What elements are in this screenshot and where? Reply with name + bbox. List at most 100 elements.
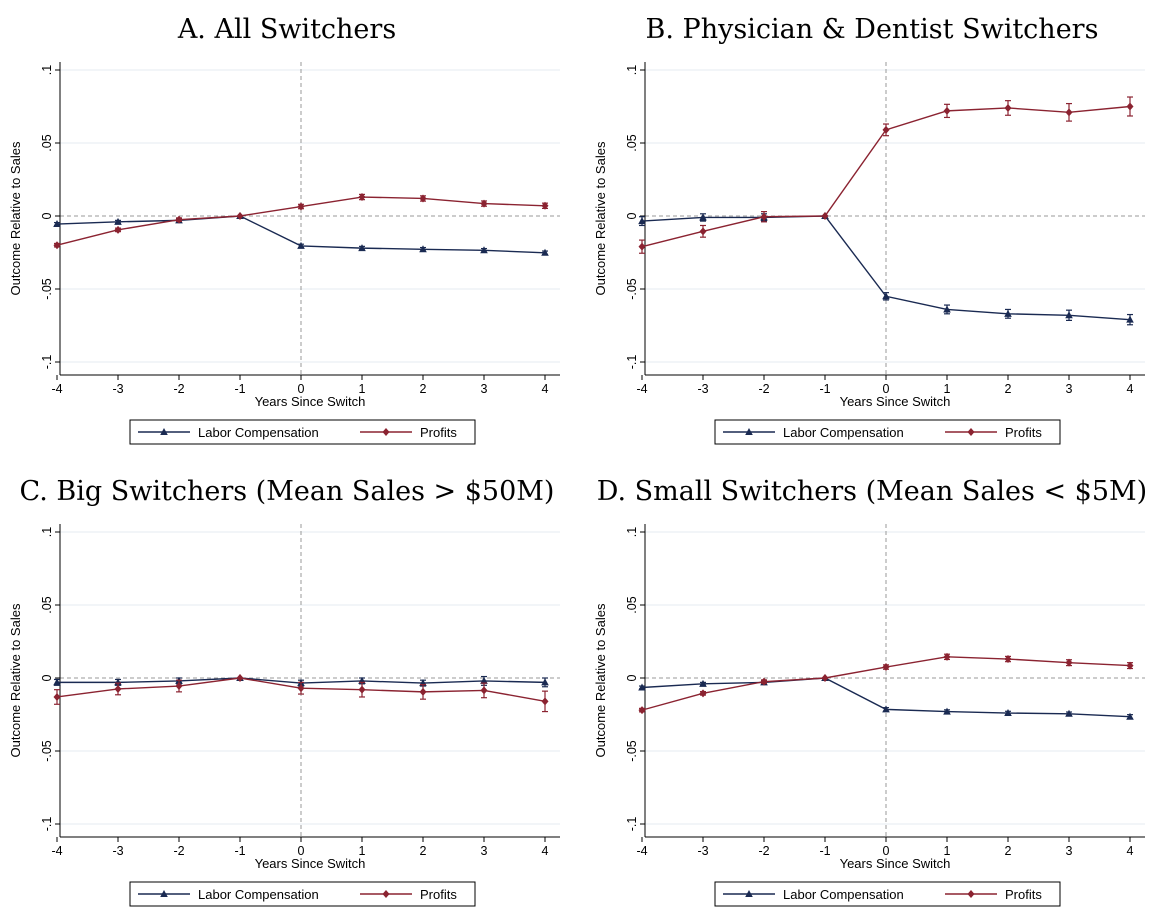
x-tick-label: -1: [234, 382, 245, 396]
data-point-profits: [541, 201, 549, 210]
data-point-labor: [638, 683, 646, 691]
data-point-profits: [358, 685, 366, 694]
data-point-labor: [541, 248, 549, 256]
y-tick-label: -.05: [40, 278, 54, 300]
y-tick-label: .05: [625, 134, 639, 151]
data-point-profits: [882, 125, 890, 134]
legend: Labor Compensation Profits: [129, 419, 476, 445]
panel-a: A. All Switchers .1 .05 0 -.05 -.1 -4 -3 -2 -1 0 1 2…: [0, 0, 575, 450]
x-tick-label: 3: [1066, 382, 1073, 396]
data-point-profits: [541, 697, 549, 706]
data-point-profits: [480, 199, 488, 208]
legend-marker-profits: [967, 428, 975, 436]
legend-label-profits: Profits: [1005, 887, 1042, 902]
data-point-labor: [541, 678, 549, 686]
legend-label-labor: Labor Compensation: [783, 425, 904, 440]
chart-panel-d: D. Small Switchers (Mean Sales < $5M) .1.…: [593, 476, 1147, 907]
x-tick-label: -4: [636, 844, 647, 858]
legend-marker-profits: [382, 890, 390, 898]
x-tick-label: -2: [758, 844, 769, 858]
legend-marker-profits: [967, 890, 975, 898]
x-tick-label: -3: [112, 382, 123, 396]
x-tick-label: 4: [542, 844, 549, 858]
x-tick-label: -2: [758, 382, 769, 396]
y-tick-label: -.05: [625, 278, 639, 300]
panel-title: B. Physician & Dentist Switchers: [646, 14, 1099, 45]
x-tick-label: 4: [1127, 382, 1134, 396]
y-tick-label: 0: [40, 212, 54, 219]
data-point-labor: [1004, 309, 1012, 317]
x-axis-label: Years Since Switch: [840, 394, 951, 409]
chart-panel-c: C. Big Switchers (Mean Sales > $50M) .1 .0…: [8, 476, 560, 907]
panel-c: C. Big Switchers (Mean Sales > $50M) .1 .0…: [0, 462, 575, 912]
legend-marker-labor: [160, 890, 168, 897]
data-point-profits: [943, 652, 951, 661]
y-axis-label: Outcome Relative to Sales: [593, 603, 608, 757]
legend: Labor Compensation Profits: [129, 881, 476, 907]
data-point-profits: [236, 674, 244, 682]
y-tick-label: .1: [40, 527, 54, 537]
y-tick-label: -.1: [40, 355, 54, 370]
x-tick-label: -1: [234, 844, 245, 858]
panel-b: B. Physician & Dentist Switchers .1 .05 0 -.…: [585, 0, 1160, 450]
data-point-profits: [882, 663, 890, 672]
y-tick-label: -.1: [40, 817, 54, 832]
x-tick-label: 3: [481, 844, 488, 858]
legend-box: [714, 881, 1061, 907]
legend: Labor Compensation Profits: [714, 419, 1061, 445]
y-tick-label: .05: [40, 134, 54, 151]
data-point-profits: [760, 677, 768, 686]
legend-label-profits: Profits: [420, 425, 457, 440]
data-point-profits: [1004, 655, 1012, 664]
data-point-profits: [175, 682, 183, 691]
data-point-labor: [419, 245, 427, 253]
x-tick-label: 2: [1005, 382, 1012, 396]
y-tick-label: 0: [40, 674, 54, 681]
data-point-profits: [699, 689, 707, 698]
legend-label-labor: Labor Compensation: [783, 887, 904, 902]
legend-label-labor: Labor Compensation: [198, 425, 319, 440]
data-point-labor: [943, 305, 951, 313]
x-axis-label: Years Since Switch: [255, 394, 366, 409]
x-tick-label: 3: [481, 382, 488, 396]
data-point-profits: [1065, 108, 1073, 117]
y-axis-label: Outcome Relative to Sales: [8, 603, 23, 757]
legend-label-profits: Profits: [1005, 425, 1042, 440]
x-tick-label: 4: [1127, 844, 1134, 858]
data-point-profits: [419, 687, 427, 696]
y-tick-label: .1: [625, 65, 639, 75]
data-point-profits: [236, 212, 244, 220]
panel-title: A. All Switchers: [177, 14, 396, 45]
x-axis-label: Years Since Switch: [255, 856, 366, 871]
data-point-profits: [1004, 103, 1012, 112]
y-tick-label: .1: [625, 527, 639, 537]
x-tick-label: 4: [542, 382, 549, 396]
x-tick-label: -2: [173, 382, 184, 396]
data-point-profits: [114, 684, 122, 693]
data-point-labor: [53, 220, 61, 228]
data-point-profits: [175, 215, 183, 224]
data-point-profits: [638, 242, 646, 251]
data-point-profits: [821, 212, 829, 220]
x-tick-label: -4: [51, 382, 62, 396]
y-tick-label: .05: [625, 596, 639, 613]
x-tick-label: 1: [944, 844, 951, 858]
x-tick-label: -3: [697, 382, 708, 396]
data-point-profits: [114, 225, 122, 234]
x-tick-label: 1: [944, 382, 951, 396]
x-tick-label: 2: [420, 844, 427, 858]
y-tick-label: -.1: [625, 817, 639, 832]
legend-marker-labor: [160, 428, 168, 435]
data-point-labor: [699, 679, 707, 687]
chart-panel-b: B. Physician & Dentist Switchers .1 .05 0 -.…: [593, 14, 1145, 445]
x-tick-label: 3: [1066, 844, 1073, 858]
y-tick-label: .05: [40, 596, 54, 613]
legend-label-labor: Labor Compensation: [198, 887, 319, 902]
data-point-profits: [53, 241, 61, 250]
y-tick-label: -.05: [625, 740, 639, 762]
data-point-profits: [480, 686, 488, 695]
y-tick-label: -.1: [625, 355, 639, 370]
data-point-labor: [297, 241, 305, 249]
data-point-labor: [1065, 311, 1073, 319]
x-tick-label: -1: [819, 844, 830, 858]
